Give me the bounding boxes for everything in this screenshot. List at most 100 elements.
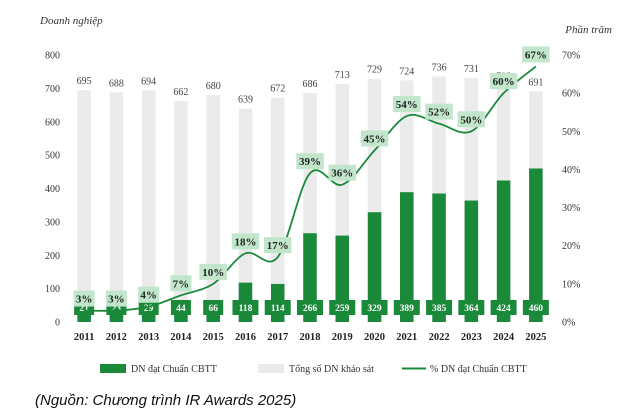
total-bar bbox=[77, 90, 91, 322]
cbtt-bar bbox=[77, 314, 91, 322]
percent-data-label: 36% bbox=[331, 168, 353, 180]
cbtt-data-label: 329 bbox=[367, 304, 382, 314]
total-data-label: 691 bbox=[528, 77, 543, 88]
cbtt-label-box bbox=[361, 300, 388, 315]
legend-swatch-cbtt bbox=[100, 364, 126, 373]
percent-label-box bbox=[105, 290, 127, 307]
total-data-label: 639 bbox=[238, 95, 253, 106]
cbtt-bar bbox=[496, 180, 511, 322]
right-tick-label: 0% bbox=[562, 318, 575, 329]
total-data-label: 686 bbox=[303, 79, 318, 90]
cbtt-label-box bbox=[458, 300, 485, 315]
percent-label-box bbox=[73, 290, 95, 307]
total-bar bbox=[206, 95, 220, 322]
left-tick-label: 800 bbox=[45, 51, 60, 62]
cbtt-data-label: 118 bbox=[239, 304, 253, 314]
percent-line bbox=[84, 65, 537, 312]
percent-data-label: 67% bbox=[525, 49, 547, 61]
total-data-label: 736 bbox=[432, 62, 447, 73]
left-tick-label: 100 bbox=[45, 284, 60, 295]
total-bar bbox=[238, 108, 253, 322]
x-axis: 2011 2012 2013 2014 2015 2016 2017 2018 2019 2020… bbox=[74, 332, 546, 343]
legend-label-percent: % DN đạt Chuẩn CBTT bbox=[430, 364, 527, 375]
right-tick-label: 60% bbox=[562, 89, 580, 100]
cbtt-bar bbox=[109, 314, 124, 322]
cbtt-label-box bbox=[522, 300, 549, 315]
x-tick-label: 2023 bbox=[461, 332, 482, 343]
percent-data-label: 54% bbox=[396, 99, 418, 111]
cbtt-data-label: 29 bbox=[144, 304, 154, 314]
percent-data-label: 7% bbox=[173, 278, 190, 290]
cbtt-bar bbox=[303, 233, 317, 322]
total-data-label: 688 bbox=[109, 78, 124, 89]
cbtt-label-box bbox=[203, 300, 224, 315]
total-data-label: 713 bbox=[335, 70, 350, 81]
cbtt-data-label: 385 bbox=[432, 304, 447, 314]
percent-label-box bbox=[393, 96, 421, 113]
percent-data-label: 52% bbox=[428, 107, 450, 119]
total-bar bbox=[174, 101, 188, 323]
cbtt-data-label: 66 bbox=[208, 304, 218, 314]
left-axis: 0 100 200 300 400 500 600 700 800 bbox=[45, 51, 60, 329]
percent-data-label: 45% bbox=[364, 133, 386, 145]
percent-label-box bbox=[231, 233, 260, 250]
x-tick-label: 2016 bbox=[235, 332, 256, 343]
legend: DN đạt Chuẩn CBTT Tổng số DN khảo sát % … bbox=[100, 364, 527, 375]
total-data-label: 662 bbox=[173, 87, 188, 98]
percent-data-label: 60% bbox=[493, 76, 515, 88]
x-tick-label: 2013 bbox=[138, 332, 159, 343]
cbtt-data-label: 259 bbox=[335, 304, 350, 314]
percent-label-box bbox=[170, 275, 192, 292]
cbtt-label-box bbox=[170, 300, 191, 315]
x-tick-label: 2011 bbox=[74, 332, 94, 343]
percent-data-label: 17% bbox=[267, 240, 289, 252]
percent-data-label: 4% bbox=[140, 290, 157, 302]
cbtt-bar bbox=[141, 312, 156, 322]
percent-label-box bbox=[296, 153, 324, 170]
percent-data-label: 50% bbox=[460, 114, 482, 126]
percent-label-box bbox=[138, 286, 160, 303]
cbtt-bar bbox=[529, 168, 543, 322]
cbtt-bar bbox=[367, 212, 382, 322]
percent-data-label: 18% bbox=[234, 236, 256, 248]
cbtt-label-box bbox=[232, 300, 259, 315]
x-tick-label: 2015 bbox=[203, 332, 224, 343]
right-axis-title: Phần trăm bbox=[564, 24, 612, 36]
left-tick-label: 700 bbox=[45, 84, 60, 95]
cbtt-label-box bbox=[264, 300, 291, 315]
right-tick-label: 10% bbox=[562, 279, 580, 290]
cbtt-data-label: 44 bbox=[176, 304, 186, 314]
x-tick-label: 2022 bbox=[429, 332, 450, 343]
cbtt-bar bbox=[464, 200, 479, 322]
left-tick-label: 0 bbox=[55, 318, 60, 329]
left-tick-label: 500 bbox=[45, 151, 60, 162]
total-data-label: 729 bbox=[367, 65, 382, 76]
total-bar bbox=[141, 90, 156, 322]
left-tick-label: 400 bbox=[45, 184, 60, 195]
cbtt-label-box bbox=[393, 300, 420, 315]
percent-data-label: 10% bbox=[202, 267, 224, 279]
cbtt-data-label: 114 bbox=[271, 304, 285, 314]
x-tick-label: 2025 bbox=[525, 332, 546, 343]
total-bar bbox=[109, 92, 124, 322]
x-tick-label: 2017 bbox=[267, 332, 288, 343]
percent-data-label: 3% bbox=[108, 294, 125, 306]
percent-label-box bbox=[489, 73, 518, 90]
cbtt-bar bbox=[400, 192, 414, 322]
percent-line-series: 3% 3% 4% 7% 10% 18% 17% 39% 36% 45% 54% 52% 50% 60% 67… bbox=[73, 46, 550, 312]
cbtt-data-label: 389 bbox=[400, 304, 415, 314]
x-tick-label: 2024 bbox=[493, 332, 515, 343]
percent-label-box bbox=[425, 103, 453, 120]
percent-label-box bbox=[457, 111, 486, 128]
right-tick-label: 30% bbox=[562, 203, 580, 214]
total-data-label: 680 bbox=[206, 81, 221, 92]
x-tick-label: 2018 bbox=[300, 332, 321, 343]
total-data-label: 731 bbox=[464, 64, 479, 75]
cbtt-data-label: 23 bbox=[112, 304, 122, 314]
cbtt-data-label: 364 bbox=[464, 304, 479, 314]
percent-label-box bbox=[263, 237, 292, 254]
percent-label-box bbox=[522, 46, 550, 63]
cbtt-bar bbox=[432, 193, 446, 322]
